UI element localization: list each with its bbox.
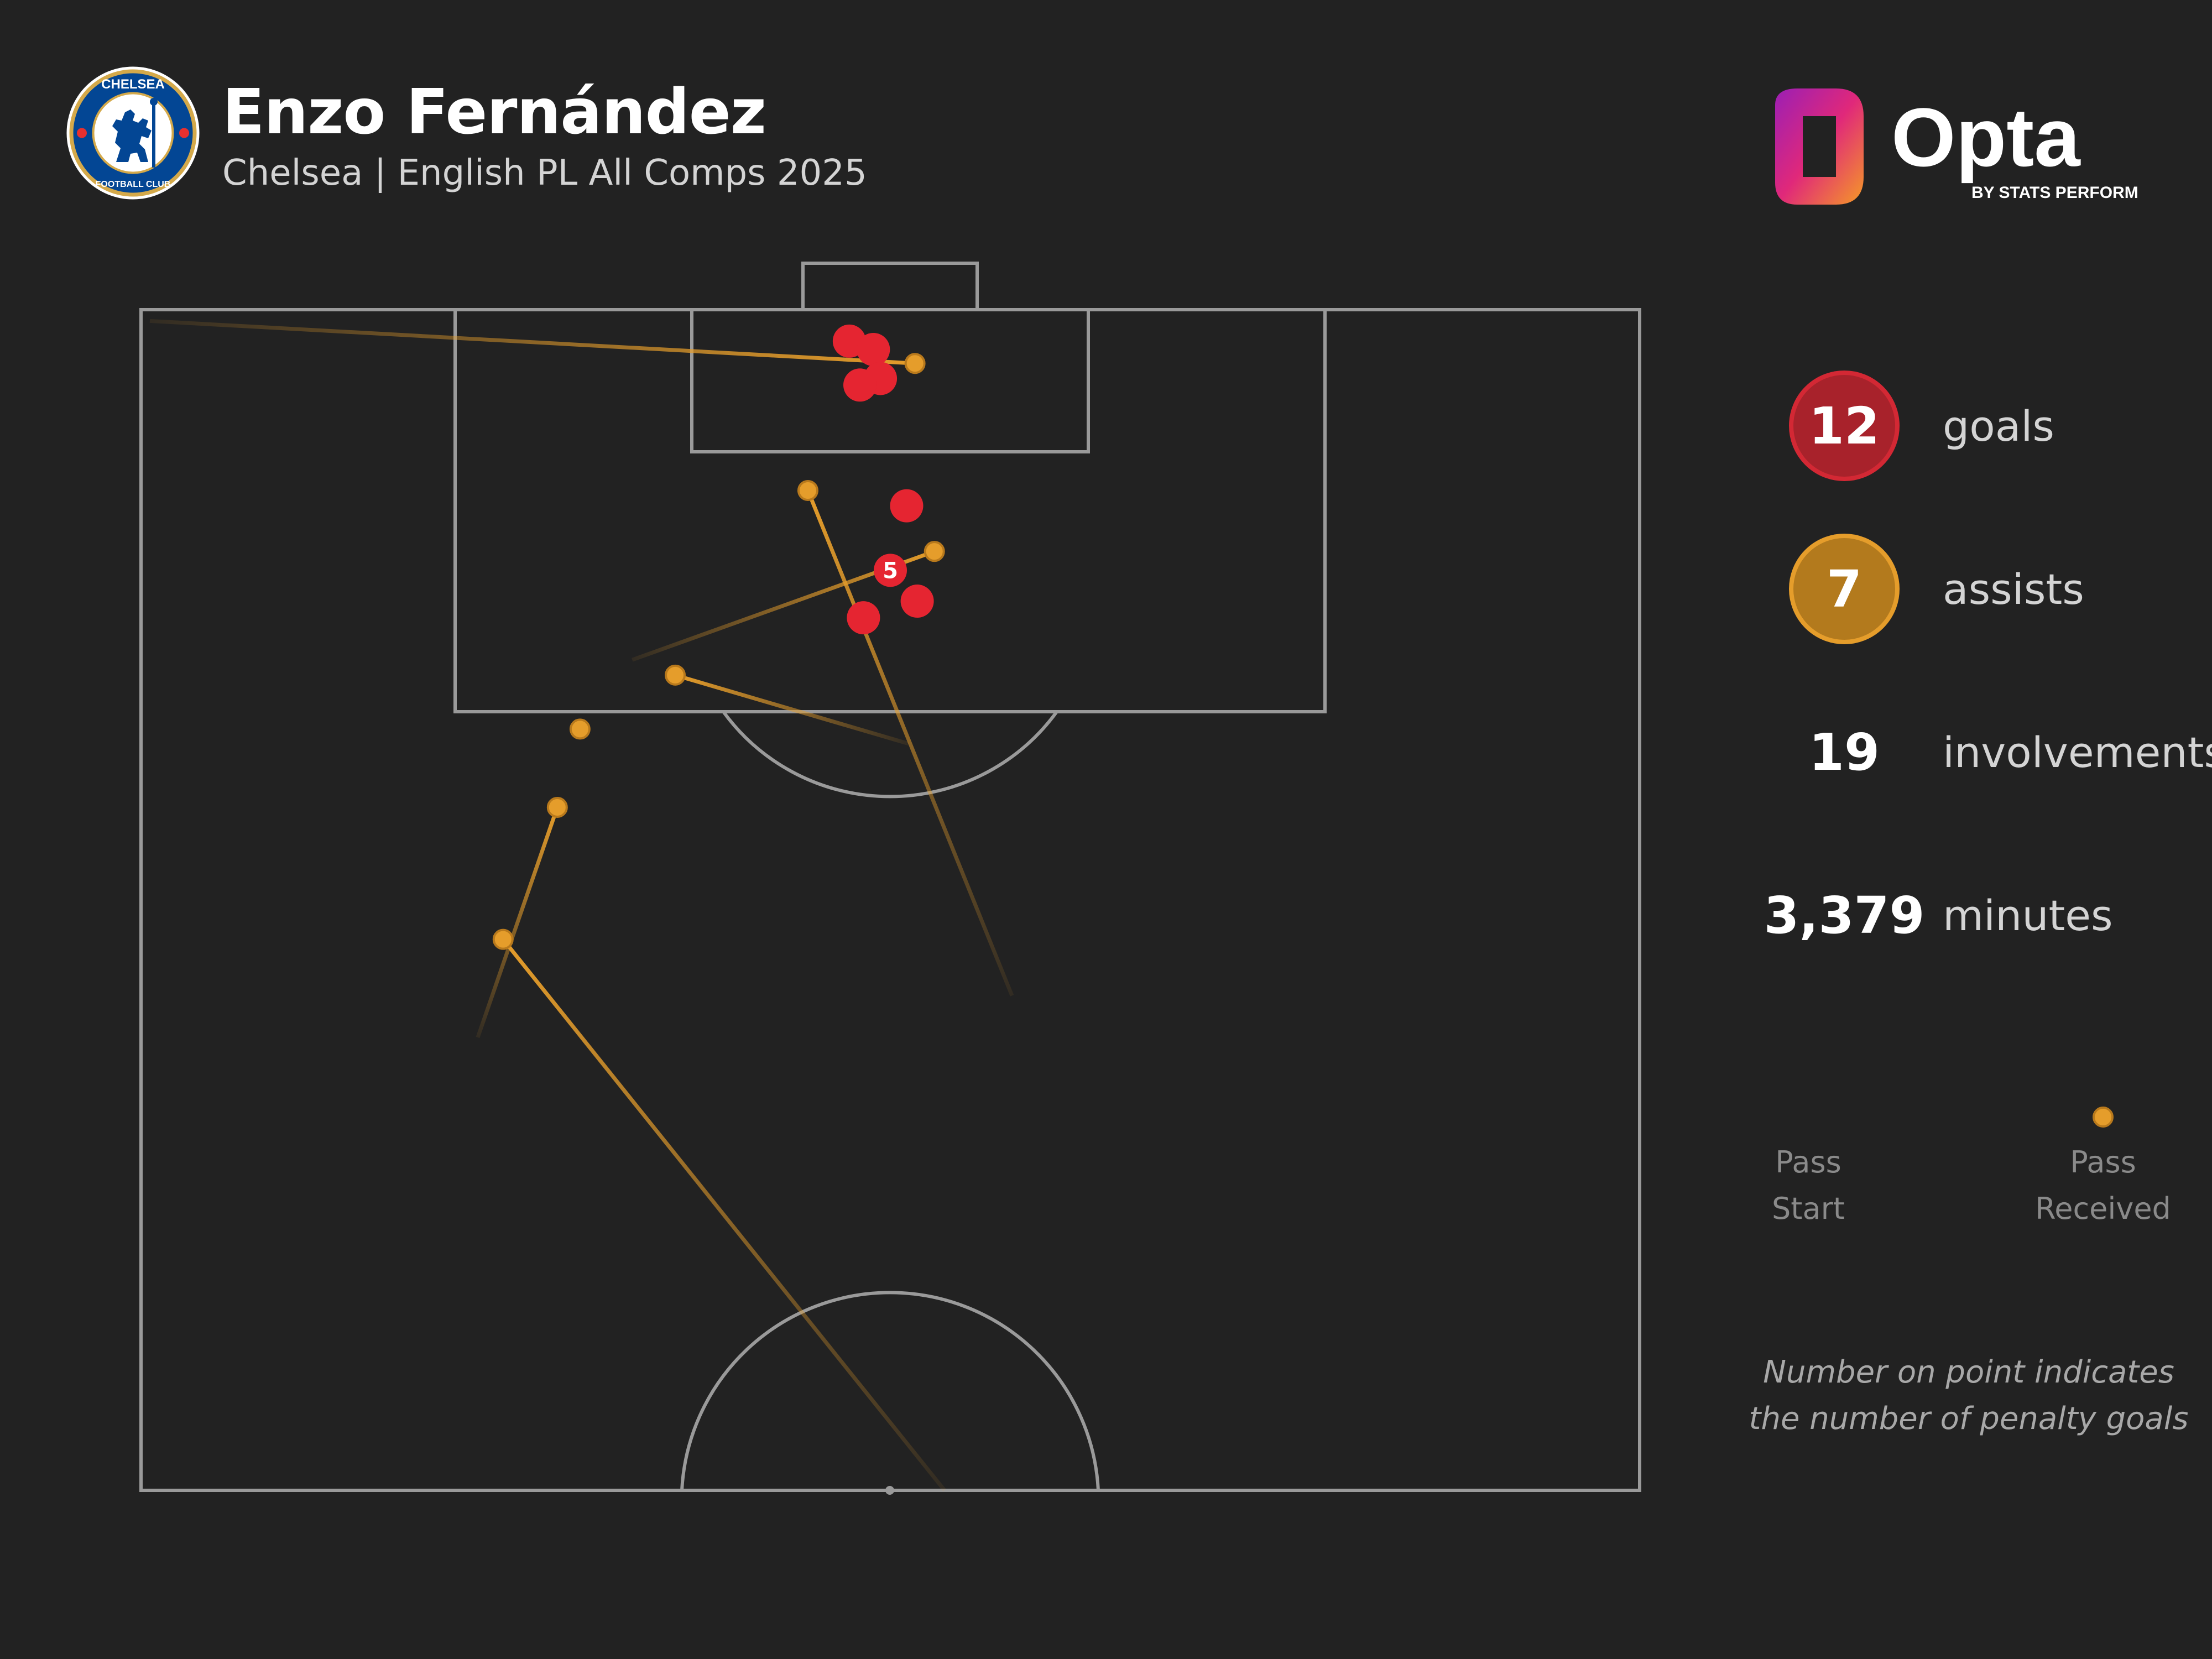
footnote-line-2: the number of penalty goals — [1749, 1401, 2189, 1437]
penalty-goal-count: 5 — [883, 558, 898, 583]
involvements-value: 19 — [1808, 722, 1880, 782]
centre-circle — [680, 1291, 1100, 1491]
stats-panel: 12 goals 7 assists 19 involvements 3,379… — [1747, 359, 2212, 995]
stat-minutes: 3,379 minutes — [1747, 849, 2212, 982]
footnote: Number on point indicates the number of … — [1736, 1349, 2201, 1442]
goals-label: goals — [1943, 401, 2055, 451]
penalty-goal-point — [874, 554, 907, 587]
assist-pass-line — [806, 489, 1014, 997]
goal-point — [900, 585, 934, 618]
opta-tagline: BY STATS PERFORM — [1971, 184, 2138, 202]
legend-pass-line — [1806, 1107, 2114, 1128]
header: CHELSEA FOOTBALL CLUB Enzo Fernández Che… — [65, 65, 950, 204]
club-badge: CHELSEA FOOTBALL CLUB — [66, 66, 200, 200]
pitch-boundary — [139, 308, 1641, 1492]
assist-pass-line — [502, 938, 946, 1492]
footnote-line-1: Number on point indicates — [1763, 1354, 2174, 1390]
goals-value: 12 — [1789, 371, 1900, 481]
badge-text-top: CHELSEA — [101, 77, 165, 92]
badge-text-bottom: FOOTBALL CLUB — [96, 180, 171, 189]
player-name: Enzo Fernández — [222, 76, 766, 148]
goal-point — [890, 489, 924, 523]
legend-start-line-1: Pass — [1775, 1145, 1841, 1180]
opta-logo: Opta BY STATS PERFORM — [1775, 88, 2138, 205]
staff-top-icon — [150, 98, 158, 106]
badge-rose-left — [77, 128, 87, 138]
legend-start-line-2: Start — [1772, 1191, 1845, 1226]
assist-received-point — [797, 479, 818, 501]
stat-assists: 7 assists — [1747, 523, 2212, 655]
goal — [801, 262, 979, 311]
assist-received-point — [665, 664, 686, 686]
minutes-label: minutes — [1943, 890, 2113, 940]
goal-point — [847, 601, 880, 635]
assist-received-point — [546, 796, 568, 818]
opta-wordmark: Opta — [1891, 91, 2081, 184]
assist-received-point — [924, 541, 945, 562]
assist-pass-line — [476, 806, 560, 1039]
lion-icon — [112, 109, 152, 162]
stat-goals: 12 goals — [1747, 359, 2212, 492]
assists-value: 7 — [1789, 534, 1900, 644]
involvements-label: involvements — [1943, 727, 2212, 777]
legend-pass-start: Pass Start — [1725, 1139, 1891, 1232]
assists-label: assists — [1943, 564, 2084, 614]
minutes-value: 3,379 — [1764, 885, 1925, 945]
pitch-chart: 5 — [139, 262, 1641, 1495]
assist-received-point — [492, 928, 514, 950]
stat-involvements: 19 involvements — [1747, 686, 2212, 818]
opta-mark-icon — [1775, 88, 1864, 205]
assist-received-point — [569, 718, 591, 740]
legend: Pass Start Pass Received — [1742, 1095, 2212, 1261]
badge-rose-right — [179, 128, 189, 138]
assist-received-point — [904, 353, 926, 374]
legend-end-line-1: Pass — [2070, 1145, 2136, 1180]
goal-point — [843, 368, 877, 402]
legend-received-dot — [2093, 1107, 2114, 1128]
assist-pass-line — [675, 673, 910, 746]
legend-pass-received: Pass Received — [2020, 1139, 2186, 1232]
legend-end-line-2: Received — [2035, 1191, 2171, 1226]
assist-pass-line — [149, 319, 915, 366]
goal-point — [857, 332, 890, 366]
goal-layer: 5 — [832, 324, 934, 635]
centre-spot — [885, 1486, 894, 1495]
penalty-arc — [722, 711, 1058, 799]
pitch-lines — [139, 262, 1641, 1495]
assist-layer — [149, 319, 1014, 1492]
player-subtitle: Chelsea | English PL All Comps 2025 — [222, 153, 867, 194]
